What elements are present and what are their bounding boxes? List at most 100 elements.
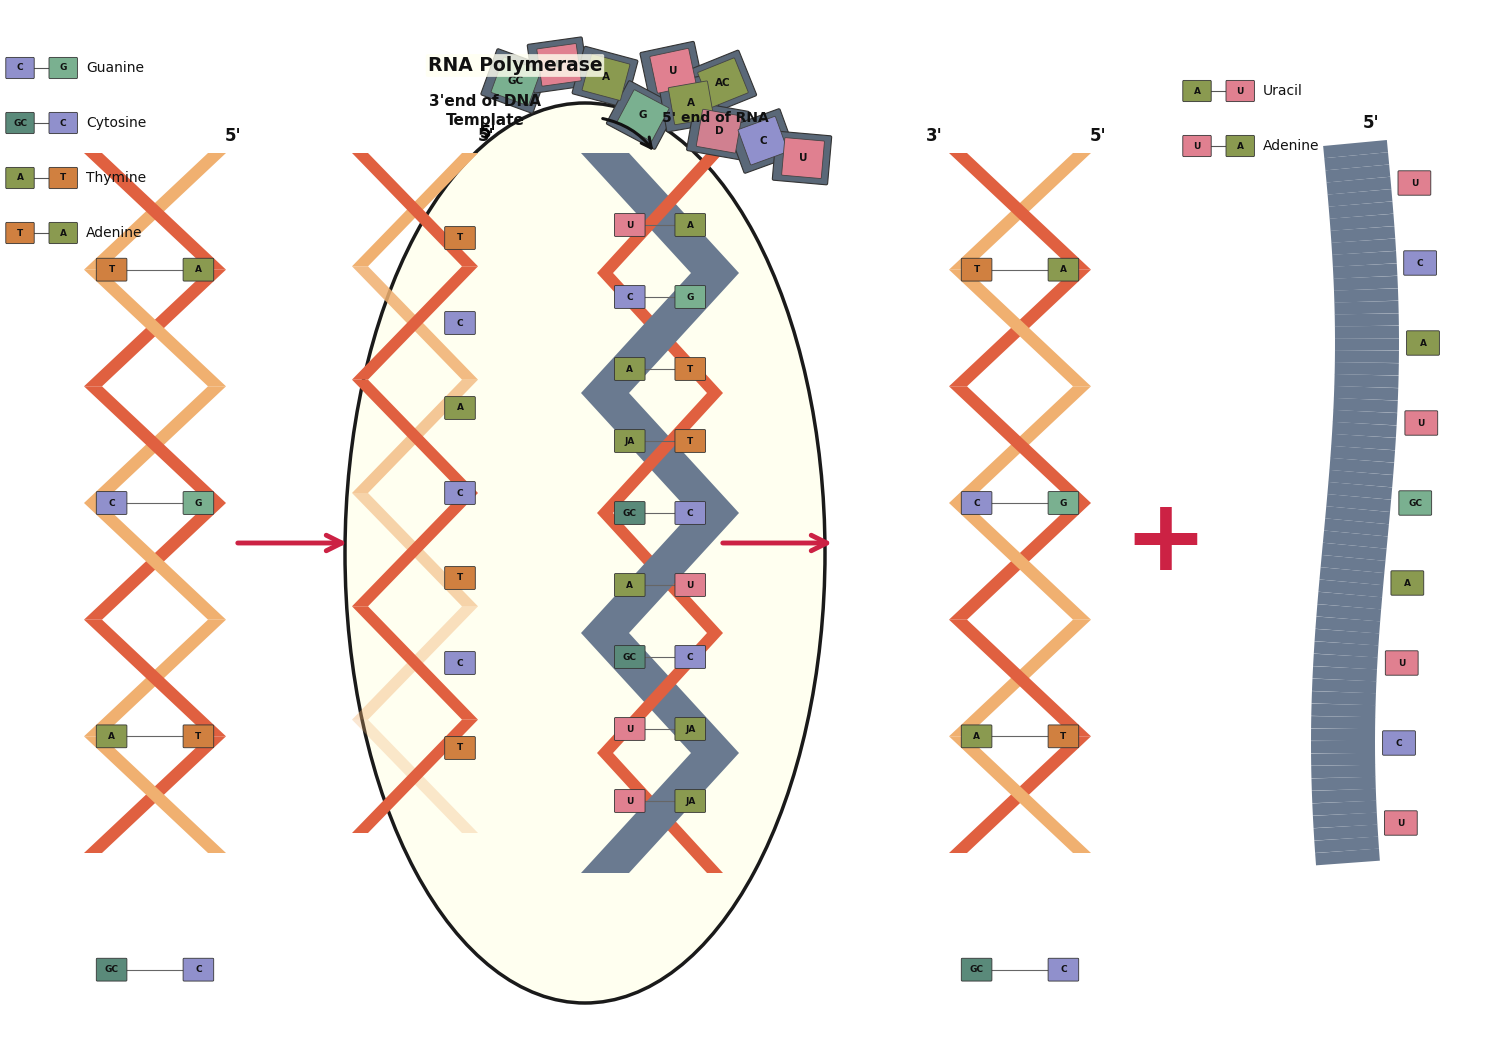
Polygon shape — [1311, 764, 1376, 778]
FancyBboxPatch shape — [615, 285, 645, 309]
Text: 5': 5' — [1090, 127, 1107, 145]
Text: GC: GC — [969, 966, 984, 974]
FancyBboxPatch shape — [6, 222, 34, 243]
Text: Guanine: Guanine — [86, 61, 144, 75]
Polygon shape — [1335, 362, 1400, 376]
Text: U: U — [687, 580, 694, 590]
Polygon shape — [1329, 214, 1395, 231]
FancyBboxPatch shape — [1404, 251, 1437, 275]
Polygon shape — [1332, 422, 1396, 438]
FancyBboxPatch shape — [1184, 80, 1210, 101]
Polygon shape — [1335, 314, 1400, 326]
FancyBboxPatch shape — [444, 481, 476, 504]
Text: U: U — [1396, 818, 1404, 828]
FancyBboxPatch shape — [1390, 571, 1423, 595]
Text: Uracil: Uracil — [1263, 84, 1304, 98]
Polygon shape — [1334, 385, 1398, 400]
Polygon shape — [597, 753, 723, 873]
FancyBboxPatch shape — [1048, 724, 1078, 748]
Text: C: C — [60, 119, 66, 127]
Text: U: U — [626, 796, 633, 806]
Polygon shape — [352, 380, 478, 493]
FancyBboxPatch shape — [650, 48, 696, 93]
Polygon shape — [352, 493, 478, 607]
FancyBboxPatch shape — [490, 57, 542, 105]
Text: A: A — [1419, 338, 1426, 347]
Polygon shape — [1334, 276, 1398, 291]
Text: T: T — [974, 265, 980, 274]
Text: U: U — [1410, 179, 1418, 187]
Polygon shape — [352, 153, 478, 266]
Text: U: U — [1194, 141, 1200, 151]
Text: A: A — [195, 265, 202, 274]
Polygon shape — [1326, 494, 1390, 512]
FancyBboxPatch shape — [698, 58, 748, 107]
Text: Thymine: Thymine — [86, 171, 146, 185]
FancyBboxPatch shape — [96, 958, 128, 981]
Text: C: C — [1060, 966, 1066, 974]
FancyBboxPatch shape — [616, 90, 669, 141]
Polygon shape — [1311, 691, 1376, 706]
Text: GC: GC — [105, 966, 118, 974]
Polygon shape — [1332, 239, 1396, 255]
Polygon shape — [1328, 482, 1392, 500]
FancyBboxPatch shape — [6, 113, 34, 134]
Text: G: G — [60, 63, 68, 73]
Ellipse shape — [345, 103, 825, 1004]
FancyBboxPatch shape — [537, 43, 580, 86]
Polygon shape — [84, 270, 226, 386]
FancyBboxPatch shape — [1226, 80, 1254, 101]
Polygon shape — [84, 736, 226, 853]
Polygon shape — [580, 633, 740, 753]
Polygon shape — [1335, 301, 1398, 315]
FancyBboxPatch shape — [615, 358, 645, 380]
Polygon shape — [597, 273, 723, 393]
Text: U: U — [1398, 658, 1406, 668]
Polygon shape — [1320, 555, 1386, 573]
Polygon shape — [84, 503, 226, 619]
Polygon shape — [1324, 506, 1390, 524]
Polygon shape — [1314, 824, 1378, 840]
Polygon shape — [1311, 777, 1376, 791]
Polygon shape — [1314, 836, 1378, 853]
FancyBboxPatch shape — [675, 358, 705, 380]
Polygon shape — [1314, 629, 1380, 645]
Text: AC: AC — [716, 78, 730, 87]
FancyBboxPatch shape — [183, 958, 213, 981]
Polygon shape — [580, 153, 740, 273]
Text: A: A — [1194, 86, 1200, 96]
Polygon shape — [950, 619, 1090, 736]
Polygon shape — [84, 270, 226, 386]
Text: 5': 5' — [480, 124, 496, 142]
FancyBboxPatch shape — [1386, 651, 1417, 675]
FancyBboxPatch shape — [675, 214, 705, 237]
Text: C: C — [627, 293, 633, 301]
FancyBboxPatch shape — [962, 258, 992, 281]
Polygon shape — [1314, 641, 1378, 657]
Text: GC: GC — [13, 119, 27, 127]
FancyBboxPatch shape — [96, 258, 128, 281]
FancyBboxPatch shape — [615, 645, 645, 669]
Text: T: T — [458, 234, 464, 242]
FancyBboxPatch shape — [50, 167, 78, 188]
FancyBboxPatch shape — [669, 81, 714, 124]
FancyBboxPatch shape — [183, 492, 213, 515]
Polygon shape — [597, 633, 723, 753]
Polygon shape — [1330, 445, 1395, 462]
Polygon shape — [580, 393, 740, 513]
Text: G: G — [195, 498, 202, 508]
Text: A: A — [602, 73, 610, 82]
Polygon shape — [352, 266, 478, 380]
FancyBboxPatch shape — [675, 645, 705, 669]
Text: C: C — [16, 63, 24, 73]
Text: U: U — [555, 60, 564, 69]
Polygon shape — [352, 607, 478, 719]
Text: C: C — [195, 966, 201, 974]
Text: A: A — [108, 732, 116, 741]
Polygon shape — [1332, 251, 1396, 266]
Text: C: C — [456, 489, 464, 497]
FancyBboxPatch shape — [96, 492, 128, 515]
Text: T: T — [687, 364, 693, 374]
FancyBboxPatch shape — [728, 108, 796, 174]
Text: C: C — [759, 136, 766, 145]
